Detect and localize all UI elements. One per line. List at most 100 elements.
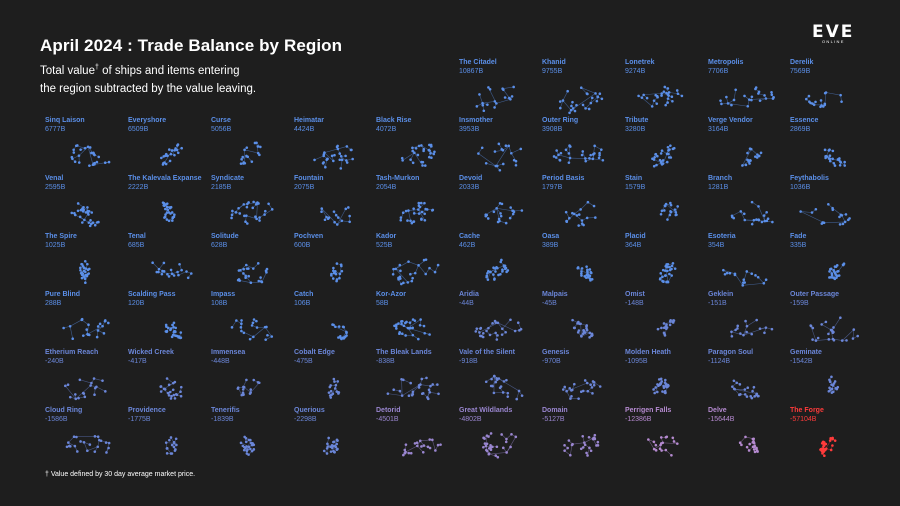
system-node — [483, 437, 486, 440]
system-node — [167, 383, 171, 387]
region-cell-sinq-laison: Sinq Laison 6777B — [45, 117, 125, 172]
region-cell-catch: Catch 106B — [294, 291, 374, 346]
system-node — [351, 157, 354, 161]
region-link — [743, 327, 767, 336]
region-link — [479, 94, 483, 104]
system-node — [668, 272, 671, 276]
region-value: 108B — [211, 300, 228, 307]
system-node — [164, 162, 168, 166]
system-node — [401, 159, 404, 162]
system-node — [253, 141, 257, 145]
system-node — [420, 445, 423, 448]
system-node — [350, 148, 353, 152]
system-node — [497, 142, 501, 146]
system-node — [675, 89, 679, 92]
system-node — [652, 164, 656, 168]
system-node — [494, 331, 497, 335]
region-map-insmother — [477, 142, 523, 172]
region-value: -1095B — [625, 358, 648, 365]
region-map-geklein — [730, 318, 774, 338]
system-node — [731, 385, 734, 388]
system-node — [481, 101, 484, 105]
system-node — [580, 267, 584, 270]
region-link — [158, 262, 165, 270]
region-link — [751, 148, 758, 155]
region-value: 389B — [542, 242, 559, 249]
system-node — [571, 211, 574, 215]
system-node — [414, 147, 418, 150]
region-cell-curse: Curse 5056B — [211, 117, 291, 172]
system-node — [586, 200, 590, 204]
system-node — [491, 384, 494, 388]
system-node — [339, 155, 343, 158]
system-node — [730, 330, 733, 334]
system-node — [589, 153, 592, 157]
system-node — [417, 264, 420, 267]
system-node — [82, 208, 86, 212]
region-value: 3908B — [542, 126, 563, 133]
system-node — [485, 329, 488, 333]
system-node — [86, 262, 89, 266]
system-node — [95, 160, 99, 164]
system-node — [601, 158, 605, 162]
system-node — [653, 156, 656, 159]
region-link — [590, 96, 598, 104]
region-link — [580, 323, 582, 337]
system-node — [70, 155, 74, 159]
region-value: 2869B — [790, 126, 811, 133]
system-node — [172, 445, 176, 449]
system-node — [743, 218, 747, 222]
region-name: Impass — [211, 291, 236, 298]
system-node — [745, 445, 749, 449]
system-node — [745, 395, 749, 398]
system-node — [660, 209, 664, 213]
system-node — [567, 439, 571, 442]
region-map-khanid — [558, 86, 604, 115]
system-node — [491, 322, 494, 325]
system-node — [245, 205, 249, 209]
system-node — [837, 274, 841, 277]
system-node — [400, 156, 404, 160]
region-link — [800, 211, 825, 224]
region-cell-kador: Kador 525B — [376, 233, 456, 288]
region-link — [96, 386, 106, 392]
system-node — [252, 335, 255, 339]
region-map-esoteria — [722, 268, 768, 287]
region-link — [400, 212, 404, 221]
system-node — [335, 390, 339, 393]
region-cell-detorid: Detorid -4501B — [376, 407, 456, 462]
system-node — [325, 215, 328, 219]
system-node — [519, 147, 523, 151]
system-node — [766, 217, 770, 221]
system-node — [832, 382, 836, 385]
region-link — [246, 264, 254, 269]
region-link — [240, 264, 247, 271]
system-node — [569, 108, 573, 112]
system-node — [76, 202, 80, 205]
region-link — [231, 320, 237, 328]
region-link — [587, 447, 590, 456]
region-cell-outer-ring: Outer Ring 3908B — [542, 117, 622, 172]
system-node — [322, 449, 326, 453]
system-node — [770, 90, 773, 94]
system-node — [585, 327, 588, 330]
system-node — [666, 383, 670, 387]
region-link — [250, 382, 260, 393]
system-node — [256, 262, 260, 265]
system-node — [176, 270, 179, 274]
region-name: Venal — [45, 175, 64, 182]
system-node — [670, 274, 673, 277]
system-node — [810, 211, 814, 214]
system-node — [656, 327, 660, 331]
region-name: Immensea — [211, 349, 246, 356]
region-map-placid — [658, 262, 677, 284]
system-node — [161, 269, 164, 273]
system-node — [580, 222, 584, 225]
system-node — [568, 216, 571, 220]
system-node — [347, 206, 350, 209]
system-node — [259, 276, 262, 279]
system-node — [179, 394, 183, 398]
region-map-cache — [485, 258, 510, 281]
system-node — [669, 210, 673, 214]
system-node — [234, 211, 238, 214]
